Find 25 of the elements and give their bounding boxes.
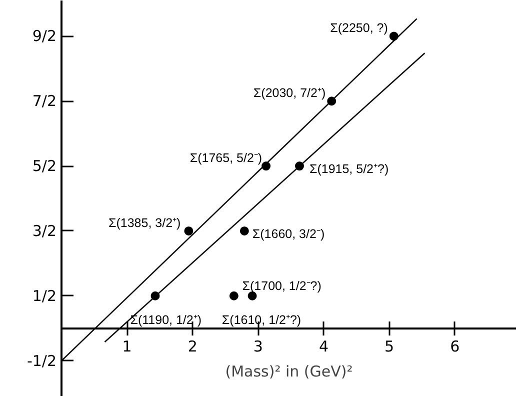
x-tick-label: 1 (122, 337, 132, 356)
annotation: Σ(1385, 3/2⁺) (108, 216, 181, 230)
annotation: Σ(1660, 3/2⁻) (252, 226, 325, 241)
annotation: Σ(1610, 1/2⁺?) (222, 312, 302, 327)
y-tick-label: 7/2 (32, 92, 56, 110)
point (184, 226, 194, 236)
y-tick-label: 5/2 (32, 157, 56, 176)
y-tick-label: 1/2 (32, 286, 56, 305)
annotation: Σ(2250, ?) (330, 21, 388, 36)
point (229, 291, 238, 300)
annotation: Σ(1765, 5/2⁻) (190, 151, 262, 166)
x-tick-label: 5 (384, 337, 394, 356)
annotation: Σ(1915, 5/2⁺?) (309, 162, 389, 176)
annotation: Σ(1700, 1/2⁻?) (242, 278, 322, 293)
y-tick-label: -1/2 (26, 352, 57, 370)
x-tick-label: 2 (188, 337, 198, 356)
x-axis-title: (Mass)² in (GeV)² (225, 362, 353, 380)
y-tick-label: 9/2 (32, 27, 56, 46)
point (240, 226, 249, 236)
annotation: Σ(2030, 7/2⁺) (253, 86, 326, 100)
annotation: Σ(1190, 1/2⁺) (130, 312, 202, 327)
x-tick-label: 3 (253, 337, 263, 356)
x-tick-label: 4 (318, 337, 329, 356)
y-tick-label: 3/2 (32, 222, 56, 240)
x-tick-label: 6 (450, 337, 460, 356)
